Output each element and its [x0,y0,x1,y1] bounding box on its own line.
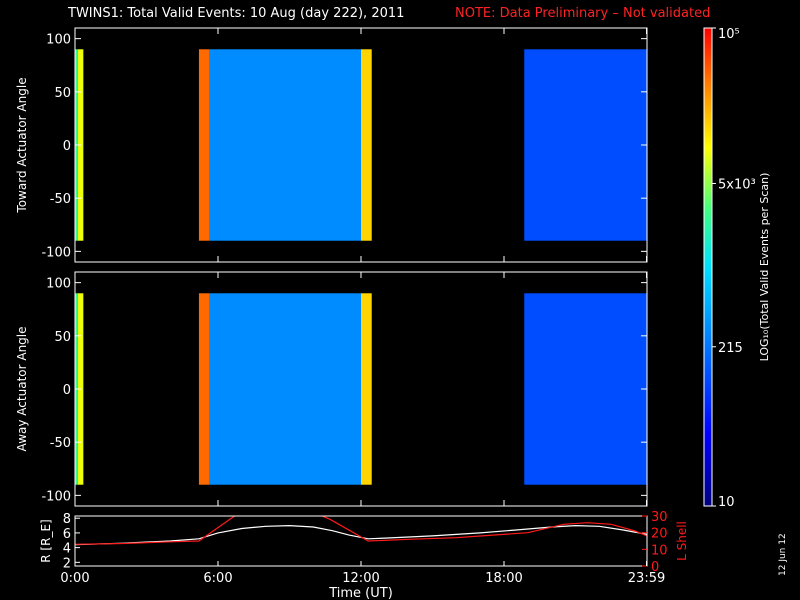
away-coverage-block-5 [524,293,647,485]
lshell-ytick-label: 10 [651,543,668,558]
away-coverage-block-2 [198,293,210,485]
colorbar: 10 215 5x10³ 10⁵ LOG₁₀(Total Valid Events pe… [703,27,771,510]
away-ylabel: Away Actuator Angle [15,326,29,451]
away-ytick-label: 50 [54,330,71,345]
time-xtick-label: 6:00 [203,571,232,586]
colorbar-frame [703,27,713,507]
away-ytick-label: -50 [50,436,71,451]
colorbar-tick-label: 215 [718,341,743,356]
lshell-ytick-label: 0 [651,560,659,575]
toward-ylabel: Toward Actuator Angle [15,77,29,213]
away-coverage-block-4 [361,293,372,485]
away-ytick-label: 0 [63,383,71,398]
toward-ytick-label: 50 [54,86,71,101]
chart-title: TWINS1: Total Valid Events: 10 Aug (day … [68,6,405,21]
colorbar-tick-label: 10⁵ [718,27,740,42]
colorbar-gradient-bar [704,28,712,506]
preliminary-note: NOTE: Data Preliminary – Not validated [455,6,711,21]
toward-coverage-block-2 [198,49,210,241]
colorbar-tick-label: 5x10³ [718,177,756,192]
away-ytick-label: -100 [41,489,71,504]
time-xtick-label: 18:00 [485,571,522,586]
r-ytick-label: 8 [63,512,71,527]
away-coverage-block-3 [209,293,361,485]
toward-ytick-label: -100 [41,245,71,260]
colorbar-label: LOG₁₀(Total Valid Events per Scan) [758,173,771,362]
lshell-ytick-label: 30 [651,510,668,525]
lshell-series-line [75,516,647,545]
toward-ytick-label: -50 [50,192,71,207]
time-xtick-label: 12:00 [342,571,379,586]
lshell-ytick-label: 20 [651,527,668,542]
r-ytick-label: 4 [63,542,71,557]
time-xlabel: Time (UT) [328,586,393,600]
toward-ytick-label: 0 [63,139,71,154]
toward-coverage-block-3 [209,49,361,241]
r-ytick-label: 6 [63,527,71,542]
away-ytick-label: 100 [46,277,71,292]
toward-coverage-block-4 [361,49,372,241]
toward-coverage-block-5 [524,49,647,241]
r-ytick-label: 2 [63,556,71,571]
time-xtick-label: 23:59 [628,571,665,586]
toward-ytick-label: 100 [46,33,71,48]
lshell-ylabel: L Shell [675,521,689,561]
colorbar-tick-label: 10 [718,495,735,510]
r-ylabel: R [R_E] [39,519,53,562]
time-xtick-label: 0:00 [60,571,89,586]
